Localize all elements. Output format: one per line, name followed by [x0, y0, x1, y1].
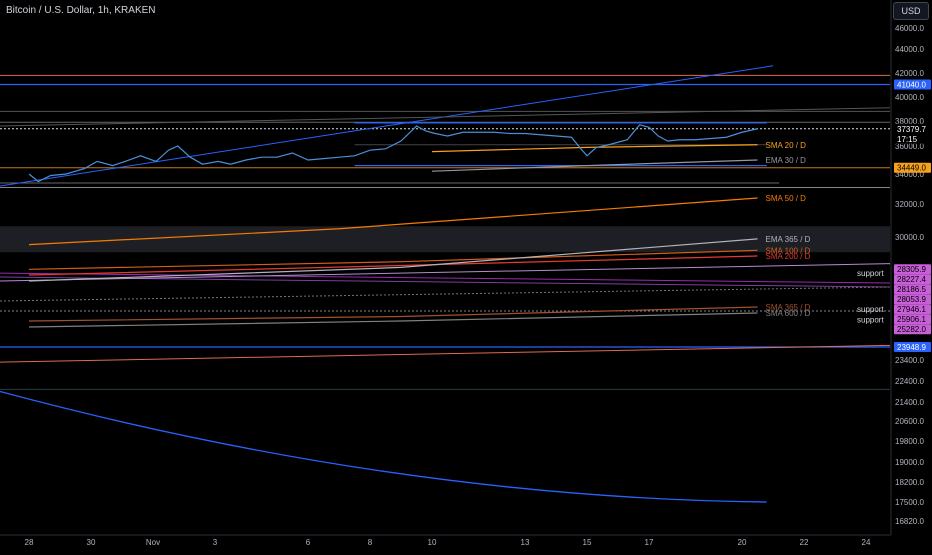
y-tick-label: 38000.0: [895, 117, 924, 126]
price-badge-bg-1: [894, 123, 931, 134]
ma-line-1: [431, 159, 758, 172]
x-tick-label: 6: [306, 538, 311, 547]
ma-label-4: SMA 200 / D: [766, 252, 811, 261]
price-badge-label: 25906.1: [897, 315, 926, 324]
price-badge-label: 23948.9: [897, 343, 926, 352]
price-badge-label: 28053.9: [897, 295, 926, 304]
time-axis[interactable]: 28 30 Nov 3 6 8 10 13 15 17 20 22 24: [0, 534, 891, 547]
y-tick-label: 34000.0: [895, 170, 924, 179]
y-tick-label: 18200.0: [895, 478, 924, 487]
price-labels: 41040.0 37379.717:15 34449.0 28305.928227.4…: [894, 79, 931, 352]
y-tick-label: 32000.0: [895, 200, 924, 209]
diagonal-line-3: [0, 276, 891, 288]
x-tick-label: 8: [368, 538, 373, 547]
annotation-support-0: support: [857, 269, 884, 278]
y-tick-label: 20600.0: [895, 417, 924, 426]
ma-label-2: SMA 50 / D: [766, 194, 807, 203]
x-tick-label: 28: [25, 538, 34, 547]
price-badge-bg-6: [894, 284, 931, 295]
ma-line-5: [28, 238, 758, 282]
ma-line-2: [28, 197, 758, 246]
x-tick-label: 24: [862, 538, 871, 547]
ma-label-5: EMA 365 / D: [766, 235, 811, 244]
diagonal-line-8: [0, 390, 767, 503]
y-tick-label: 17500.0: [895, 498, 924, 507]
price-badge-label: 34449.0: [897, 164, 926, 173]
price-badge-label: 28186.5: [897, 285, 926, 294]
x-tick-label: 15: [583, 538, 592, 547]
price-badge-bg-11: [894, 342, 931, 352]
diagonal-line-1: [0, 107, 891, 127]
x-tick-label: 20: [738, 538, 747, 547]
y-tick-label: 21400.0: [895, 398, 924, 407]
y-tick-label: 16820.0: [895, 517, 924, 526]
price-badge-label: 25282.0: [897, 325, 926, 334]
x-tick-label: Nov: [146, 538, 160, 547]
zone-band: [0, 226, 890, 253]
ma-label-6: SMA 365 / D: [766, 303, 811, 312]
currency-button[interactable]: USD: [893, 2, 929, 20]
y-tick-label: 42000.0: [895, 69, 924, 78]
y-tick-label: 40000.0: [895, 93, 924, 102]
ma-label-3: SMA 100 / D: [766, 246, 811, 255]
price-badge-bg-4: [894, 264, 931, 275]
ma-label-1: EMA 30 / D: [766, 156, 807, 165]
price-badge-bg-2: [894, 133, 931, 144]
price-badge-bg-7: [894, 294, 931, 305]
price-line: [28, 124, 758, 183]
ma-label-0: SMA 20 / D: [766, 141, 807, 150]
ma-line-0: [431, 144, 758, 153]
y-tick-label: 36000.0: [895, 142, 924, 151]
ma-line-3: [28, 249, 758, 270]
price-badge-bg-10: [894, 324, 931, 335]
price-badge-bg-8: [894, 304, 931, 315]
y-tick-label: 23400.0: [895, 356, 924, 365]
annotation-support-2: support: [857, 316, 884, 325]
diagonal-line-5: [0, 286, 891, 302]
x-tick-label: 10: [428, 538, 437, 547]
x-tick-label: 13: [521, 538, 530, 547]
ma-line-6: [28, 306, 758, 322]
price-badge-bg-3: [894, 162, 931, 173]
ma-line-4: [28, 255, 758, 276]
y-tick-label: 19000.0: [895, 458, 924, 467]
price-series: [28, 124, 758, 183]
price-badge-label: 37379.7: [897, 125, 926, 134]
diagonal-line-2: [0, 272, 891, 284]
price-badge-label: 17:15: [897, 135, 918, 144]
chart-title: Bitcoin / U.S. Dollar, 1h, KRAKEN: [6, 5, 156, 16]
x-tick-label: 30: [87, 538, 96, 547]
y-tick-label: 44000.0: [895, 45, 924, 54]
x-tick-label: 22: [800, 538, 809, 547]
price-badge-bg-9: [894, 314, 931, 325]
diagonal-line-7: [0, 344, 891, 363]
y-tick-label: 30000.0: [895, 233, 924, 242]
annotation-support-1: support: [857, 305, 884, 314]
diagonal-line-0: [0, 65, 774, 187]
x-tick-label: 3: [213, 538, 218, 547]
diagonal-line-4: [0, 263, 891, 282]
y-tick-label: 46000.0: [895, 24, 924, 33]
price-badge-label: 41040.0: [897, 81, 926, 90]
price-badge-bg-5: [894, 274, 931, 285]
ma-label-7: SMA 600 / D: [766, 309, 811, 318]
y-tick-label: 22400.0: [895, 377, 924, 386]
price-badge-bg-0: [894, 79, 931, 90]
price-badge-label: 28305.9: [897, 265, 926, 274]
price-badge-label: 28227.4: [897, 275, 926, 284]
x-tick-label: 17: [645, 538, 654, 547]
price-badge-label: 27946.1: [897, 305, 926, 314]
y-tick-label: 19800.0: [895, 437, 924, 446]
drawing-layer: support support support: [0, 65, 891, 503]
moving-averages: SMA 20 / D EMA 30 / D SMA 50 / D SMA 100 / …: [28, 141, 811, 328]
ma-line-7: [28, 312, 758, 328]
